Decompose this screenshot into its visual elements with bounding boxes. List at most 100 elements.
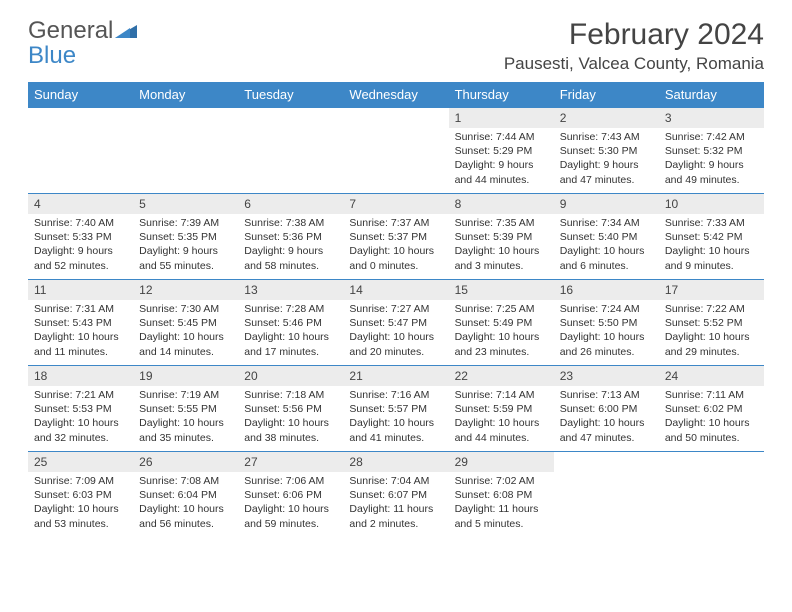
day-cell: 19Sunrise: 7:19 AMSunset: 5:55 PMDayligh… [133,366,238,452]
day-details: Sunrise: 7:31 AMSunset: 5:43 PMDaylight:… [28,300,133,363]
day-details: Sunrise: 7:16 AMSunset: 5:57 PMDaylight:… [343,386,448,449]
week-row: 4Sunrise: 7:40 AMSunset: 5:33 PMDaylight… [28,194,764,280]
day-cell: 1Sunrise: 7:44 AMSunset: 5:29 PMDaylight… [449,108,554,194]
day-cell: 22Sunrise: 7:14 AMSunset: 5:59 PMDayligh… [449,366,554,452]
day-number: 22 [449,366,554,386]
day-number: 29 [449,452,554,472]
day-number: 13 [238,280,343,300]
day-number: 14 [343,280,448,300]
weekday-header: Tuesday [238,82,343,108]
day-cell: 3Sunrise: 7:42 AMSunset: 5:32 PMDaylight… [659,108,764,194]
day-cell [133,108,238,194]
day-number: 21 [343,366,448,386]
empty-day [28,108,133,128]
week-row: 25Sunrise: 7:09 AMSunset: 6:03 PMDayligh… [28,452,764,538]
day-cell: 24Sunrise: 7:11 AMSunset: 6:02 PMDayligh… [659,366,764,452]
day-number: 19 [133,366,238,386]
day-details: Sunrise: 7:34 AMSunset: 5:40 PMDaylight:… [554,214,659,277]
day-number: 16 [554,280,659,300]
weekday-header: Thursday [449,82,554,108]
day-cell: 9Sunrise: 7:34 AMSunset: 5:40 PMDaylight… [554,194,659,280]
day-number: 3 [659,108,764,128]
day-details: Sunrise: 7:25 AMSunset: 5:49 PMDaylight:… [449,300,554,363]
day-number: 24 [659,366,764,386]
day-details: Sunrise: 7:09 AMSunset: 6:03 PMDaylight:… [28,472,133,535]
day-cell: 2Sunrise: 7:43 AMSunset: 5:30 PMDaylight… [554,108,659,194]
day-cell: 8Sunrise: 7:35 AMSunset: 5:39 PMDaylight… [449,194,554,280]
empty-day [343,108,448,128]
day-cell: 23Sunrise: 7:13 AMSunset: 6:00 PMDayligh… [554,366,659,452]
day-cell: 27Sunrise: 7:06 AMSunset: 6:06 PMDayligh… [238,452,343,538]
week-row: 11Sunrise: 7:31 AMSunset: 5:43 PMDayligh… [28,280,764,366]
day-details: Sunrise: 7:30 AMSunset: 5:45 PMDaylight:… [133,300,238,363]
day-number: 25 [28,452,133,472]
day-cell: 12Sunrise: 7:30 AMSunset: 5:45 PMDayligh… [133,280,238,366]
day-details: Sunrise: 7:44 AMSunset: 5:29 PMDaylight:… [449,128,554,191]
empty-day [659,452,764,472]
logo-text-blue: Blue [28,42,76,69]
day-details: Sunrise: 7:14 AMSunset: 5:59 PMDaylight:… [449,386,554,449]
day-cell: 13Sunrise: 7:28 AMSunset: 5:46 PMDayligh… [238,280,343,366]
weekday-header: Friday [554,82,659,108]
day-details: Sunrise: 7:39 AMSunset: 5:35 PMDaylight:… [133,214,238,277]
day-details: Sunrise: 7:35 AMSunset: 5:39 PMDaylight:… [449,214,554,277]
day-cell: 17Sunrise: 7:22 AMSunset: 5:52 PMDayligh… [659,280,764,366]
day-cell [659,452,764,538]
day-number: 17 [659,280,764,300]
weekday-header: Saturday [659,82,764,108]
day-number: 23 [554,366,659,386]
location: Pausesti, Valcea County, Romania [504,54,764,74]
day-details: Sunrise: 7:22 AMSunset: 5:52 PMDaylight:… [659,300,764,363]
day-number: 6 [238,194,343,214]
logo: GeneralBlue [28,18,137,68]
day-details: Sunrise: 7:11 AMSunset: 6:02 PMDaylight:… [659,386,764,449]
day-cell: 28Sunrise: 7:04 AMSunset: 6:07 PMDayligh… [343,452,448,538]
day-cell: 20Sunrise: 7:18 AMSunset: 5:56 PMDayligh… [238,366,343,452]
day-cell: 5Sunrise: 7:39 AMSunset: 5:35 PMDaylight… [133,194,238,280]
weekday-header-row: Sunday Monday Tuesday Wednesday Thursday… [28,82,764,108]
day-number: 10 [659,194,764,214]
day-number: 26 [133,452,238,472]
week-row: 1Sunrise: 7:44 AMSunset: 5:29 PMDaylight… [28,108,764,194]
day-number: 18 [28,366,133,386]
logo-triangle-icon [115,18,137,43]
day-cell: 14Sunrise: 7:27 AMSunset: 5:47 PMDayligh… [343,280,448,366]
day-details: Sunrise: 7:19 AMSunset: 5:55 PMDaylight:… [133,386,238,449]
day-cell: 10Sunrise: 7:33 AMSunset: 5:42 PMDayligh… [659,194,764,280]
day-details: Sunrise: 7:13 AMSunset: 6:00 PMDaylight:… [554,386,659,449]
day-number: 28 [343,452,448,472]
logo-text-general: General [28,17,113,44]
day-cell [238,108,343,194]
day-number: 9 [554,194,659,214]
day-number: 27 [238,452,343,472]
day-cell: 25Sunrise: 7:09 AMSunset: 6:03 PMDayligh… [28,452,133,538]
day-details: Sunrise: 7:06 AMSunset: 6:06 PMDaylight:… [238,472,343,535]
day-details: Sunrise: 7:21 AMSunset: 5:53 PMDaylight:… [28,386,133,449]
day-details: Sunrise: 7:43 AMSunset: 5:30 PMDaylight:… [554,128,659,191]
title-block: February 2024 Pausesti, Valcea County, R… [504,18,764,74]
day-details: Sunrise: 7:24 AMSunset: 5:50 PMDaylight:… [554,300,659,363]
day-cell [343,108,448,194]
day-details: Sunrise: 7:38 AMSunset: 5:36 PMDaylight:… [238,214,343,277]
weekday-header: Monday [133,82,238,108]
day-number: 4 [28,194,133,214]
day-number: 20 [238,366,343,386]
day-details: Sunrise: 7:04 AMSunset: 6:07 PMDaylight:… [343,472,448,535]
day-details: Sunrise: 7:33 AMSunset: 5:42 PMDaylight:… [659,214,764,277]
empty-day [133,108,238,128]
day-number: 7 [343,194,448,214]
day-number: 12 [133,280,238,300]
day-cell: 16Sunrise: 7:24 AMSunset: 5:50 PMDayligh… [554,280,659,366]
day-cell: 6Sunrise: 7:38 AMSunset: 5:36 PMDaylight… [238,194,343,280]
day-details: Sunrise: 7:18 AMSunset: 5:56 PMDaylight:… [238,386,343,449]
day-number: 1 [449,108,554,128]
calendar: Sunday Monday Tuesday Wednesday Thursday… [28,82,764,538]
day-details: Sunrise: 7:27 AMSunset: 5:47 PMDaylight:… [343,300,448,363]
day-cell: 29Sunrise: 7:02 AMSunset: 6:08 PMDayligh… [449,452,554,538]
empty-day [238,108,343,128]
day-details: Sunrise: 7:37 AMSunset: 5:37 PMDaylight:… [343,214,448,277]
day-details: Sunrise: 7:08 AMSunset: 6:04 PMDaylight:… [133,472,238,535]
day-cell: 15Sunrise: 7:25 AMSunset: 5:49 PMDayligh… [449,280,554,366]
day-details: Sunrise: 7:28 AMSunset: 5:46 PMDaylight:… [238,300,343,363]
day-cell: 26Sunrise: 7:08 AMSunset: 6:04 PMDayligh… [133,452,238,538]
